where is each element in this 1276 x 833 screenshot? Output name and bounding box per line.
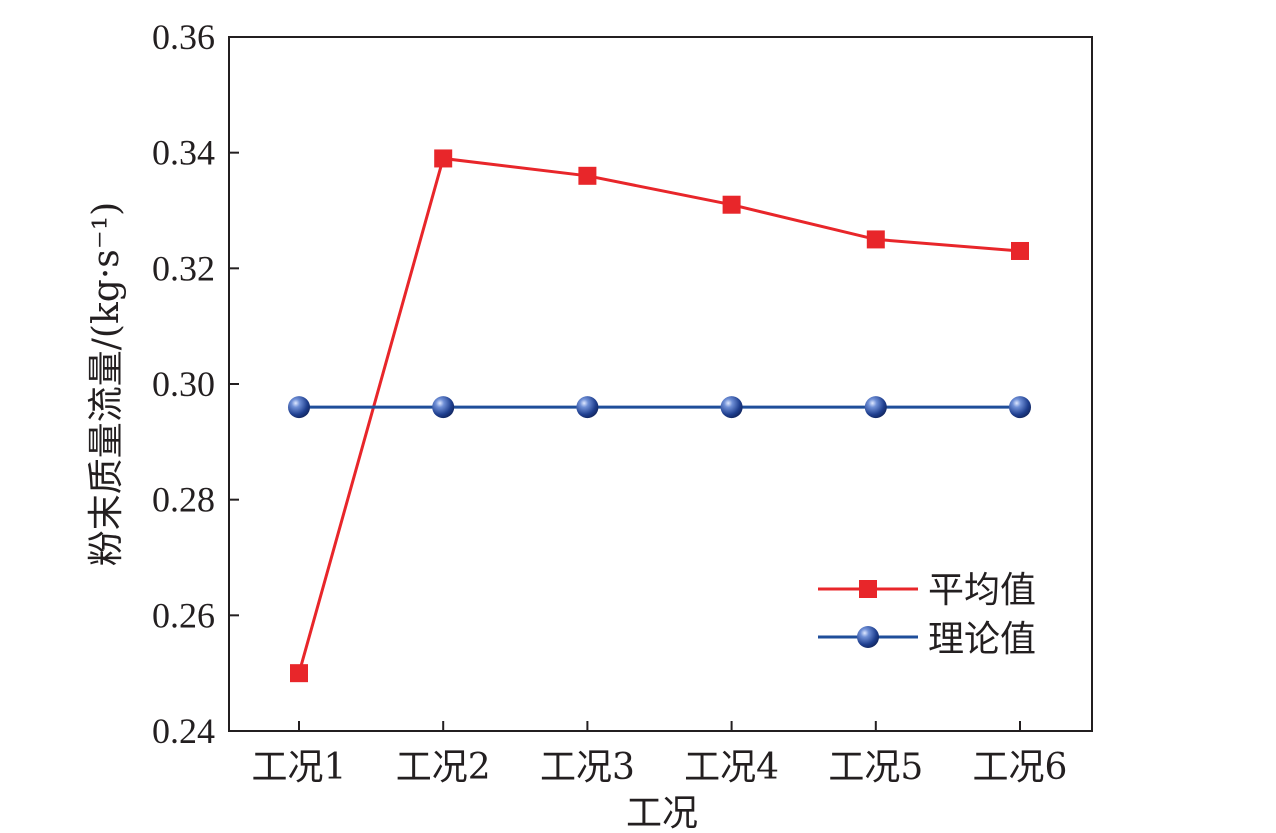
x-axis: 工况1 工况2 工况3 工况4 工况5 工况6 (252, 721, 1068, 788)
y-tick-label: 0.30 (152, 364, 215, 404)
x-tick-label: 工况5 (828, 747, 923, 788)
x-tick-label: 工况4 (684, 747, 779, 788)
series-layer (288, 149, 1031, 683)
data-point-series0-5 (1011, 241, 1029, 260)
x-tick-label: 工况1 (252, 747, 347, 788)
data-point-series1-4 (864, 396, 887, 419)
y-tick-label: 0.28 (152, 480, 215, 520)
data-point-series1-2 (576, 396, 599, 419)
x-tick-label: 工况3 (540, 747, 635, 788)
y-tick-label: 0.26 (152, 595, 215, 635)
legend-marker-theoretical (857, 626, 879, 648)
y-axis-title: 粉末质量流量/(kg·s⁻¹) (86, 202, 127, 566)
data-point-series1-3 (720, 396, 743, 419)
series-line-0 (297, 156, 1021, 674)
y-axis: 0.24 0.26 0.28 0.30 0.32 0.34 0.36 (152, 17, 239, 751)
legend-label-average: 平均值 (928, 570, 1036, 611)
x-axis-title: 工况 (626, 793, 698, 833)
data-point-series1-1 (432, 396, 455, 419)
x-tick-label: 工况6 (973, 747, 1068, 788)
data-point-series0-1 (434, 149, 453, 168)
data-point-series0-2 (578, 166, 597, 185)
y-tick-label: 0.32 (152, 248, 215, 288)
data-point-series0-4 (866, 230, 885, 249)
y-tick-label: 0.34 (152, 133, 215, 173)
y-tick-label: 0.36 (152, 17, 215, 57)
legend: 平均值 理论值 (818, 570, 1036, 660)
x-tick-label: 工况2 (396, 747, 491, 788)
legend-label-theoretical: 理论值 (928, 619, 1036, 660)
data-point-series1-0 (288, 396, 310, 419)
data-point-series0-0 (290, 664, 308, 683)
data-point-series1-5 (1009, 396, 1031, 419)
data-point-series0-3 (722, 195, 741, 214)
legend-marker-average (859, 580, 877, 598)
y-tick-label: 0.24 (152, 711, 215, 751)
